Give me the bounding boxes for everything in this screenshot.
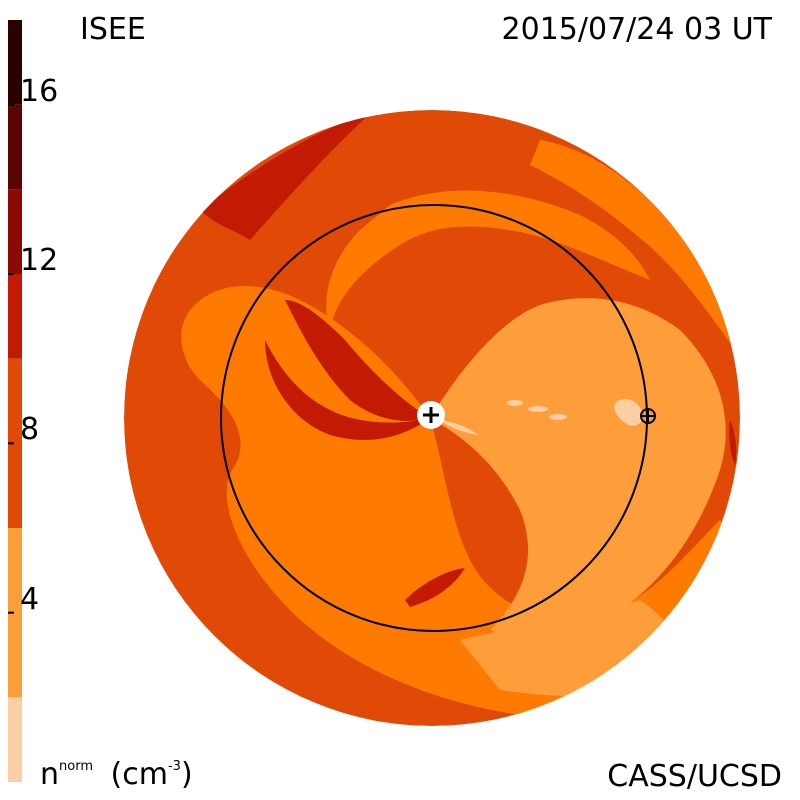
dense-arm-2 (265, 340, 430, 440)
source-label: ISEE (80, 12, 146, 47)
sun-marker (417, 401, 445, 429)
colorbar-band-4 (8, 189, 22, 274)
colorbar-band-0 (8, 697, 22, 782)
dense-edge-right (729, 420, 737, 465)
colorbar-tick-label-16: 16 (20, 73, 59, 109)
colorbar-band-5 (8, 104, 22, 190)
colorbar-band-6 (8, 20, 22, 105)
dense-blob-lower (405, 568, 465, 607)
unit-symbol: n (40, 757, 60, 792)
colorbar-band-1 (8, 528, 22, 698)
colorbar-tick-label-4: 4 (20, 581, 40, 617)
light-region-right (430, 298, 726, 638)
sparse-region-earth (614, 399, 643, 426)
sparse-speck-2 (528, 406, 548, 412)
unit-superscript: norm (59, 759, 93, 774)
sparse-speck-1 (507, 400, 523, 406)
credit-label: CASS/UCSD (607, 759, 782, 794)
unit-label: nnorm (cm-3) (40, 760, 193, 790)
medium-region-upper-right (530, 140, 735, 350)
colorbar-ticks (8, 103, 14, 614)
colorbar-tick-label-8: 8 (20, 412, 40, 448)
timestamp-label: 2015/07/24 03 UT (501, 12, 772, 47)
colorbar-band-3 (8, 274, 22, 359)
colorbar-band-2 (8, 358, 22, 528)
sparse-speck-3 (549, 414, 567, 420)
sparse-streak-sun (440, 420, 478, 435)
dense-arm-1 (285, 300, 430, 421)
unit-exponent: -3 (167, 759, 181, 774)
colorbar (8, 20, 22, 782)
unit-text: (cm (110, 757, 168, 792)
colorbar-tick-label-12: 12 (20, 243, 59, 278)
medium-region-top (326, 190, 650, 330)
dense-region-outer (200, 112, 372, 240)
earth-marker (640, 408, 656, 424)
unit-close: ) (180, 757, 193, 792)
medium-region-swirl (181, 286, 736, 718)
